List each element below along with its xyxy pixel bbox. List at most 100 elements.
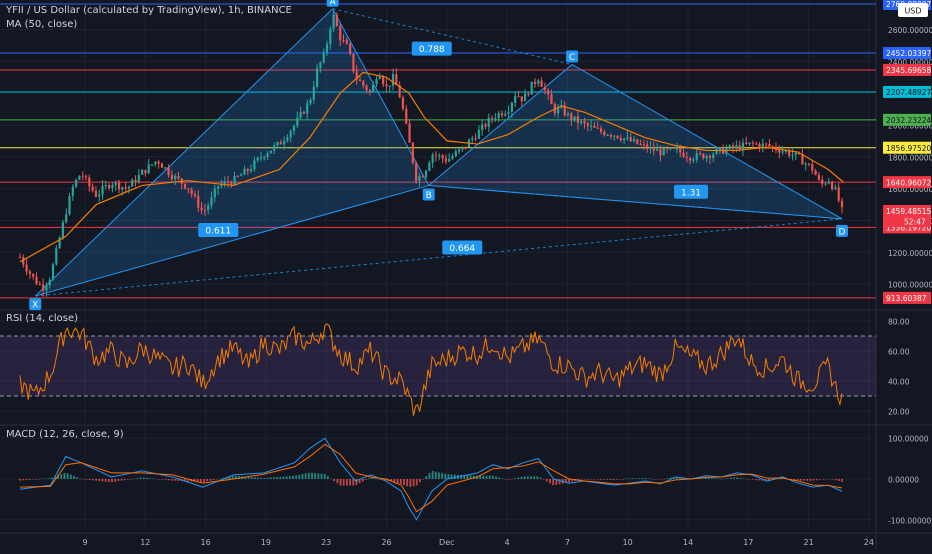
- pattern-point-label: C: [569, 53, 575, 63]
- candle-body: [481, 124, 484, 130]
- macd-histogram-bar: [676, 476, 678, 479]
- candle-body: [253, 160, 256, 170]
- rsi-polyline: [19, 323, 843, 416]
- candle-body: [609, 135, 613, 137]
- candle-body: [325, 44, 329, 53]
- candle-body: [147, 164, 150, 174]
- price-level-tag[interactable]: [883, 176, 931, 189]
- candle-body: [834, 187, 837, 190]
- macd-histogram-bar: [558, 479, 561, 485]
- candle-body: [807, 163, 811, 165]
- macd-histogram-bar: [403, 479, 405, 486]
- macd-histogram-bar: [158, 479, 161, 480]
- candle-body: [444, 158, 447, 162]
- macd-histogram-bar: [831, 479, 834, 480]
- price-level-tag[interactable]: [883, 141, 931, 154]
- price-level-tag[interactable]: [883, 85, 931, 98]
- candle-body: [111, 184, 114, 189]
- candle-body: [263, 156, 266, 158]
- harmonic-pattern[interactable]: [34, 7, 843, 297]
- currency-label: USD: [904, 7, 921, 16]
- candle-body: [619, 138, 622, 141]
- macd-histogram-bar: [631, 478, 634, 479]
- candle-body: [411, 142, 414, 163]
- candle-body: [510, 102, 513, 112]
- candle-body: [725, 148, 728, 154]
- candle-body: [352, 53, 355, 72]
- macd-histogram-bar: [234, 475, 237, 479]
- macd-histogram-bar: [415, 479, 418, 486]
- candle-body: [781, 151, 784, 153]
- pattern-point-badge: [29, 298, 42, 311]
- candle-body: [299, 111, 302, 118]
- macd-histogram-bar: [710, 478, 713, 479]
- candle-body: [322, 52, 325, 63]
- candle-body: [144, 169, 147, 174]
- macd-histogram-bar: [564, 479, 567, 483]
- macd-histogram-bar: [44, 478, 47, 479]
- currency-badge[interactable]: [898, 3, 928, 17]
- pattern-ratio-badge: [674, 184, 709, 199]
- macd-histogram-bar: [615, 479, 618, 480]
- macd-histogram-bar: [422, 479, 424, 480]
- candle-body: [547, 90, 550, 95]
- macd-histogram-bar: [609, 479, 612, 480]
- macd-histogram-bar: [288, 476, 291, 479]
- candle-body: [695, 153, 698, 160]
- time-tick-label: 16: [201, 538, 211, 547]
- macd-histogram-bar: [520, 476, 523, 479]
- macd-histogram-bar: [555, 479, 558, 485]
- candle-body: [685, 156, 688, 158]
- candle-body: [91, 186, 94, 191]
- macd-histogram-bar: [650, 478, 653, 480]
- pattern-triangle-bcd[interactable]: [427, 63, 843, 220]
- candle-body: [824, 183, 827, 185]
- candle-body: [398, 85, 401, 98]
- candle-body: [659, 149, 662, 156]
- price-level-tag[interactable]: [883, 63, 931, 76]
- candle-body: [665, 147, 669, 150]
- candle-body: [104, 185, 107, 187]
- price-level-tag[interactable]: [883, 291, 931, 304]
- candle-body: [187, 188, 190, 190]
- pattern-ratio-badge: [411, 41, 452, 56]
- time-tick-label: 4: [505, 538, 510, 547]
- candle-body: [576, 116, 580, 124]
- macd-histogram-bar: [707, 477, 710, 479]
- price-level-tag[interactable]: [883, 47, 931, 60]
- candle-body: [586, 123, 589, 126]
- candle-body: [712, 154, 715, 159]
- macd-histogram-bar: [803, 479, 805, 481]
- macd-histogram-bar: [530, 476, 532, 479]
- macd-histogram-bar: [552, 479, 555, 486]
- candle-body: [18, 257, 22, 259]
- price-level-tag[interactable]: [883, 113, 931, 126]
- time-axis[interactable]: 9 12 16 19 23 26 Dec 4 7 10 14 17 21 24: [82, 538, 874, 547]
- candle-body: [583, 121, 586, 124]
- macd-histogram-bar: [117, 479, 120, 482]
- candle-body: [164, 167, 167, 169]
- candle-body: [698, 153, 702, 155]
- candle-body: [55, 248, 58, 265]
- last-price-tag[interactable]: [883, 204, 931, 227]
- candle-body: [174, 175, 177, 180]
- macd-histogram-bar: [469, 475, 472, 479]
- pattern-triangle-xab[interactable]: [34, 7, 430, 297]
- candle-body: [332, 14, 335, 29]
- macd-histogram-bar: [203, 479, 205, 483]
- candle-body: [203, 210, 206, 212]
- macd-histogram-bar: [647, 478, 650, 479]
- horizontal-levels[interactable]: [0, 3, 876, 299]
- candle-body: [718, 147, 721, 150]
- pattern-ratio-label: 1.31: [681, 188, 701, 198]
- candle-body: [177, 175, 180, 179]
- macd-histogram-bar: [463, 475, 466, 479]
- macd-histogram-bar: [238, 476, 240, 479]
- candle-body: [355, 71, 358, 80]
- candle-body: [349, 44, 352, 54]
- macd-histogram-bar: [177, 479, 180, 481]
